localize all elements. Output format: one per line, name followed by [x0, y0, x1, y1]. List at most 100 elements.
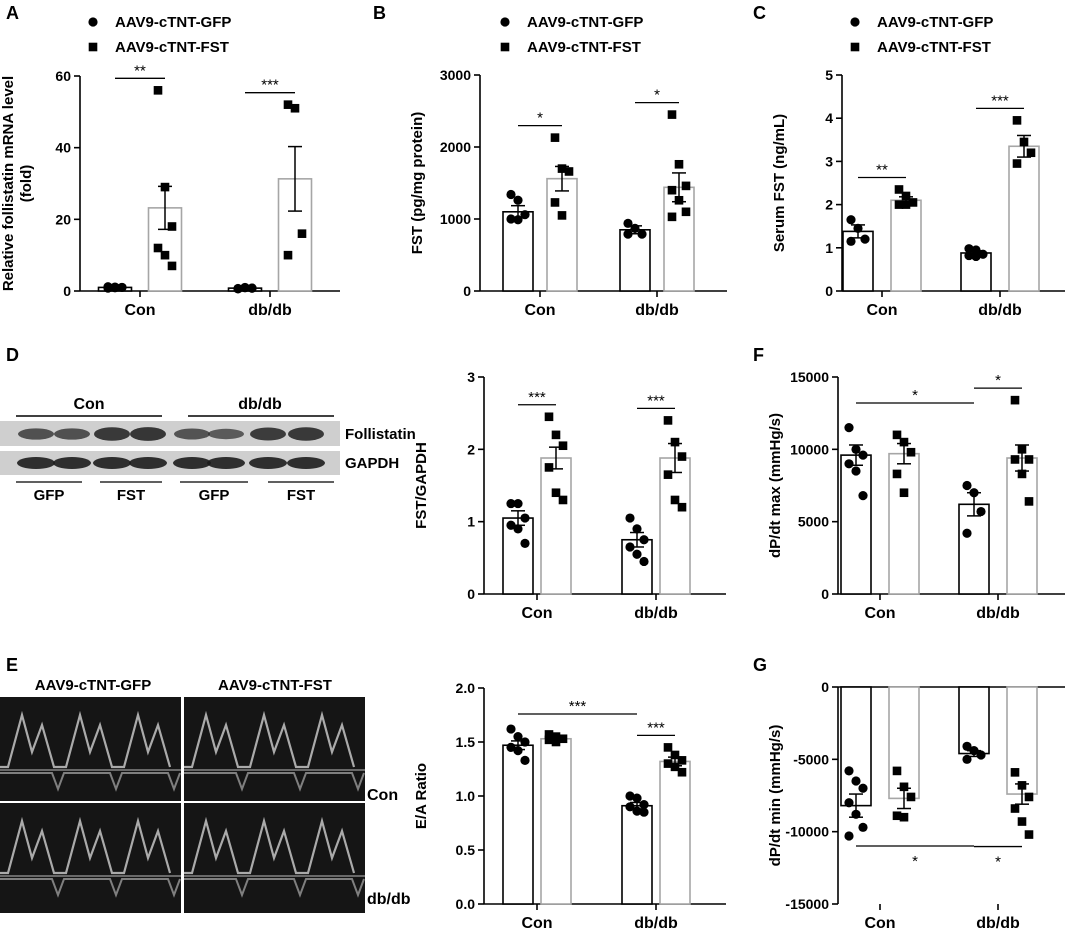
data-point-gfp	[506, 724, 516, 734]
y-tick-label: -10000	[785, 824, 829, 840]
data-point-gfp	[962, 480, 972, 491]
bar-fst	[1006, 457, 1038, 595]
doppler-envelope	[184, 710, 356, 769]
chart-a: 0 20 40 60 Con db/db Relative follistatin mRNA…	[0, 14, 340, 319]
y-tick-label: -5000	[793, 751, 829, 767]
y-tick-label: 0	[63, 283, 71, 299]
y-tick-label: 1.0	[456, 788, 476, 804]
y-tick-label: 0.0	[456, 896, 476, 912]
western-blot: Con db/db Follistatin GAPDH GFP FST GFP …	[0, 396, 416, 504]
data-point-fst	[551, 737, 561, 747]
data-point-fst	[1024, 830, 1034, 839]
data-point-gfp	[625, 791, 635, 801]
data-point-fst	[663, 416, 673, 425]
legend-marker-gfp	[850, 17, 860, 27]
data-point-gfp	[976, 750, 986, 760]
data-point-fst	[544, 412, 554, 422]
legend-marker-fst	[88, 42, 98, 52]
data-point-fst	[894, 200, 904, 209]
data-point-fst	[663, 470, 673, 479]
bar-fst	[1008, 145, 1040, 292]
group-label-dbdb: db/db	[238, 396, 282, 413]
data-point-gfp	[978, 249, 988, 259]
data-point-fst	[892, 766, 902, 776]
doppler-envelope	[0, 816, 172, 875]
y-axis-label: Relative follistatin mRNA level	[0, 76, 17, 291]
legend-marker-fst	[500, 42, 510, 52]
data-point-gfp	[853, 223, 863, 233]
data-point-gfp	[520, 737, 530, 747]
data-point-fst	[1010, 395, 1020, 405]
significance-label: **	[876, 161, 888, 178]
significance-label: *	[912, 853, 918, 870]
data-point-gfp	[846, 236, 856, 246]
data-point-fst	[677, 756, 687, 765]
x-tick-label: Con	[864, 915, 895, 932]
data-point-fst	[160, 250, 170, 260]
data-point-fst	[894, 185, 904, 194]
data-point-fst	[1019, 137, 1029, 147]
data-point-fst	[681, 181, 691, 191]
x-tick-label: db/db	[248, 302, 292, 319]
data-point-fst	[663, 743, 673, 752]
data-point-gfp	[520, 538, 530, 548]
data-point-gfp	[513, 215, 523, 225]
significance-label: *	[537, 110, 543, 127]
y-tick-label: 0.5	[456, 842, 476, 858]
x-tick-label: Con	[524, 302, 555, 319]
data-point-fst	[160, 182, 170, 192]
data-point-fst	[564, 167, 574, 176]
data-point-fst	[1024, 455, 1034, 464]
data-point-fst	[681, 207, 691, 217]
band-gapdh	[129, 457, 167, 469]
data-point-fst	[670, 762, 680, 772]
bar-gfp	[958, 503, 990, 595]
x-tick-label: db/db	[978, 302, 1022, 319]
band-gapdh	[93, 457, 131, 469]
chart-d: 0 1 2 3 Con db/db FST/GAPDH *** ***	[413, 369, 726, 622]
significance-label: ***	[528, 389, 546, 406]
data-point-fst	[674, 159, 684, 169]
data-point-fst	[892, 811, 902, 821]
data-point-gfp	[637, 229, 647, 239]
data-point-gfp	[513, 195, 523, 205]
data-point-fst	[670, 495, 680, 505]
lane-label-fst-dbdb: FST	[287, 487, 315, 504]
data-point-gfp	[506, 189, 516, 200]
x-tick-label: Con	[124, 302, 155, 319]
doppler-reverse	[184, 878, 365, 898]
data-point-fst	[908, 198, 918, 207]
data-point-gfp	[962, 754, 972, 764]
significance-label: ***	[569, 698, 587, 715]
data-point-gfp	[625, 542, 635, 552]
data-point-fst	[667, 110, 677, 119]
data-point-gfp	[858, 783, 868, 793]
data-point-gfp	[233, 284, 243, 294]
y-tick-label: 0	[821, 586, 829, 602]
y-tick-label: 1	[825, 240, 833, 256]
data-point-gfp	[632, 793, 642, 803]
bar-fst	[888, 686, 920, 800]
data-point-fst	[901, 191, 911, 201]
data-point-fst	[153, 86, 163, 95]
data-point-fst	[892, 469, 902, 479]
echo-title-fst: AAV9-cTNT-FST	[218, 677, 332, 694]
data-point-gfp	[844, 831, 854, 841]
data-point-gfp	[520, 210, 530, 220]
significance-label: ***	[647, 392, 665, 409]
data-point-gfp	[639, 807, 649, 817]
band-follistatin	[94, 427, 130, 441]
data-point-fst	[558, 495, 568, 505]
chart-e: 0.0 0.5 1.0 1.5 2.0 Con db/db E/A Ratio *** ***	[413, 680, 726, 932]
data-point-gfp	[851, 444, 861, 454]
panel-letter-d: D	[6, 345, 19, 365]
band-gapdh	[249, 457, 287, 469]
data-point-fst	[1026, 148, 1036, 158]
data-point-gfp	[240, 282, 250, 293]
data-point-fst	[297, 229, 307, 238]
data-point-fst	[1017, 781, 1027, 790]
doppler-reverse	[0, 878, 181, 898]
echo-row-label-dbdb: db/db	[367, 891, 411, 908]
data-point-gfp	[844, 798, 854, 808]
y-tick-label: 0	[463, 283, 471, 299]
